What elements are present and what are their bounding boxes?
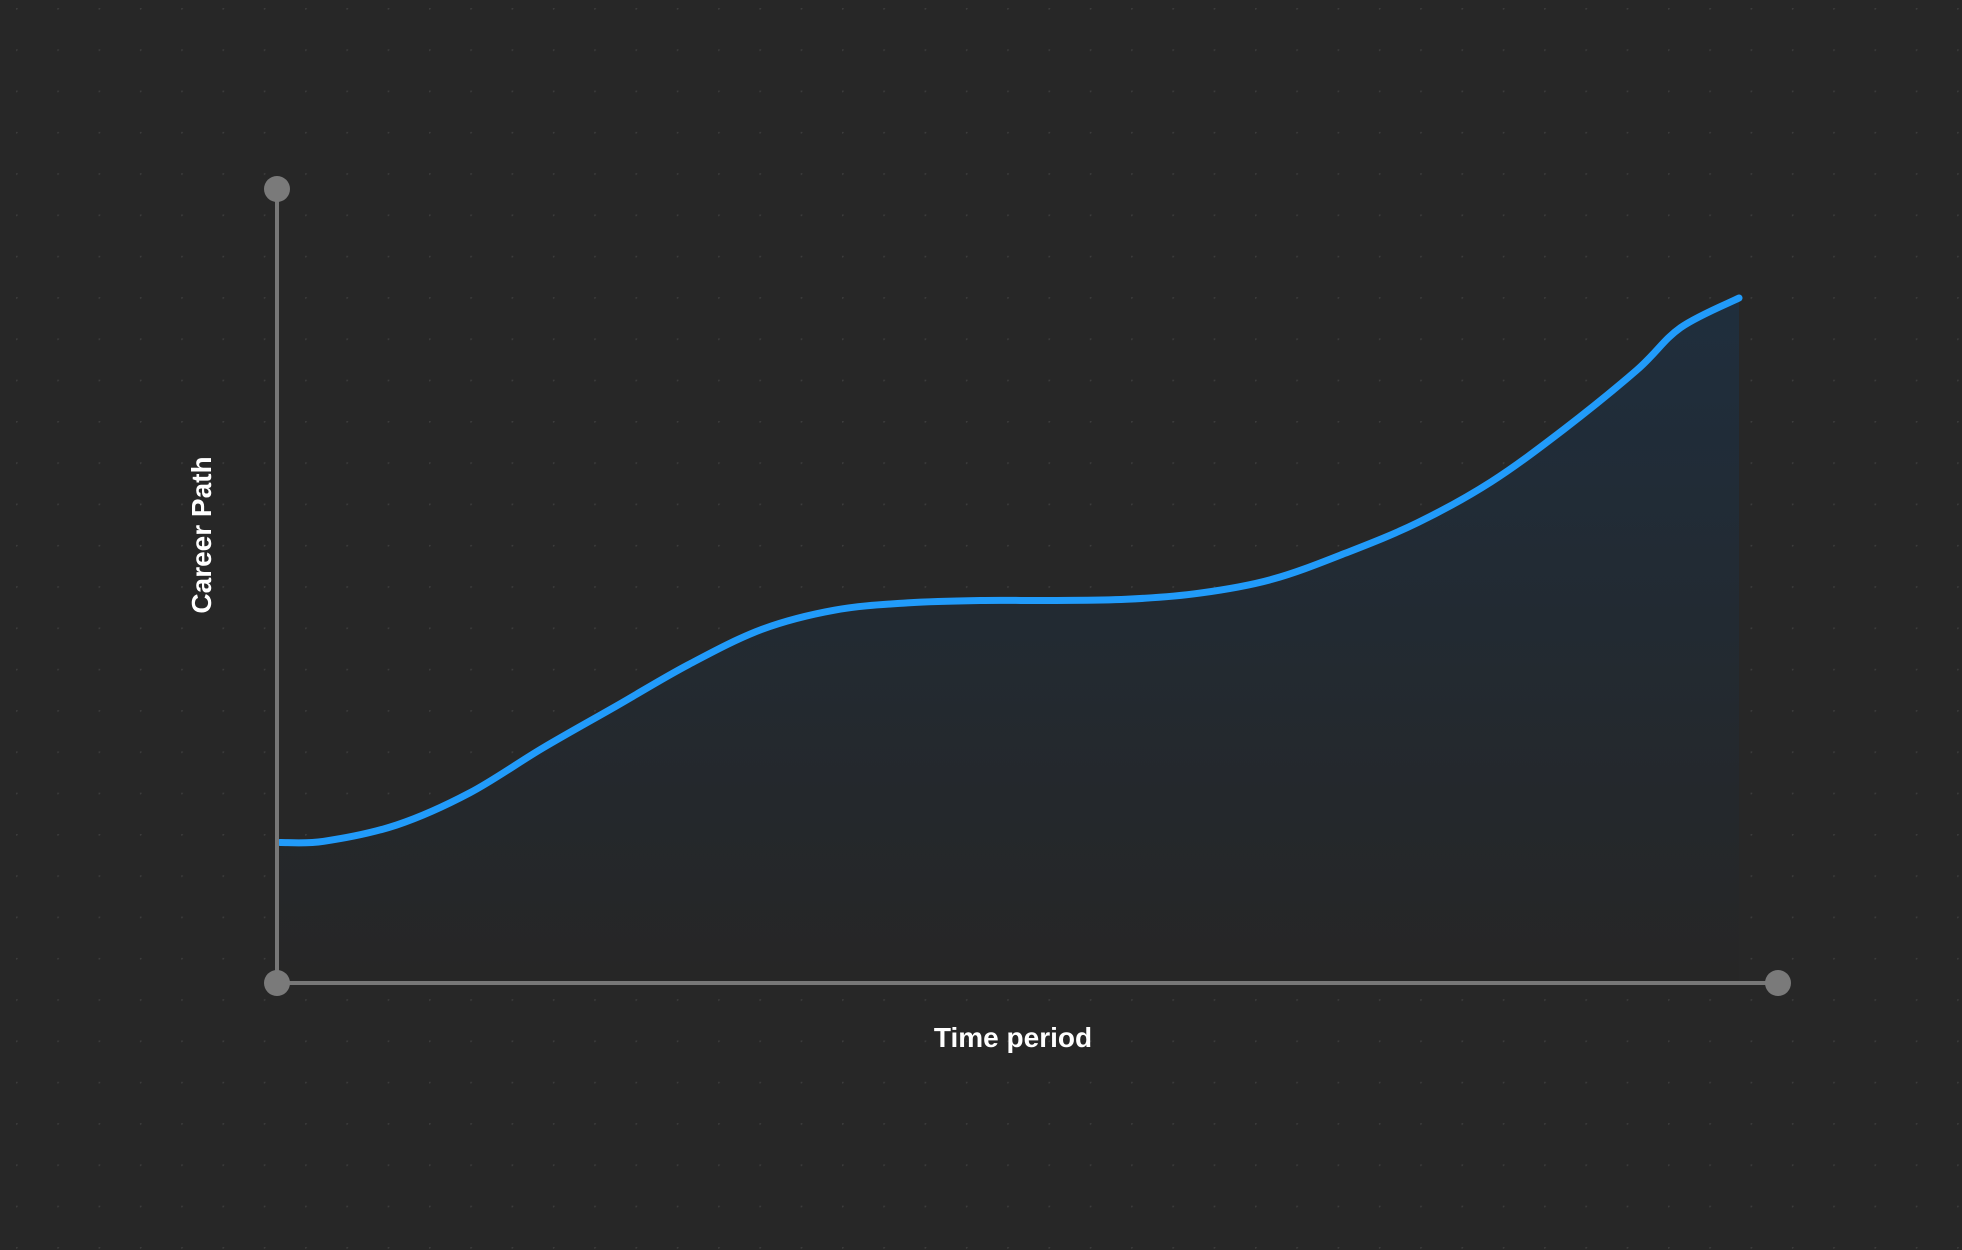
x-axis-end-handle: [1765, 970, 1791, 996]
plot-area: [276, 294, 1743, 981]
series-line: [276, 294, 1743, 847]
y-axis-end-handle: [264, 176, 290, 202]
origin-handle: [264, 970, 290, 996]
y-axis-title: Career Path: [186, 456, 217, 613]
series-area-fill: [280, 298, 1739, 981]
x-axis-title: Time period: [934, 1022, 1092, 1053]
